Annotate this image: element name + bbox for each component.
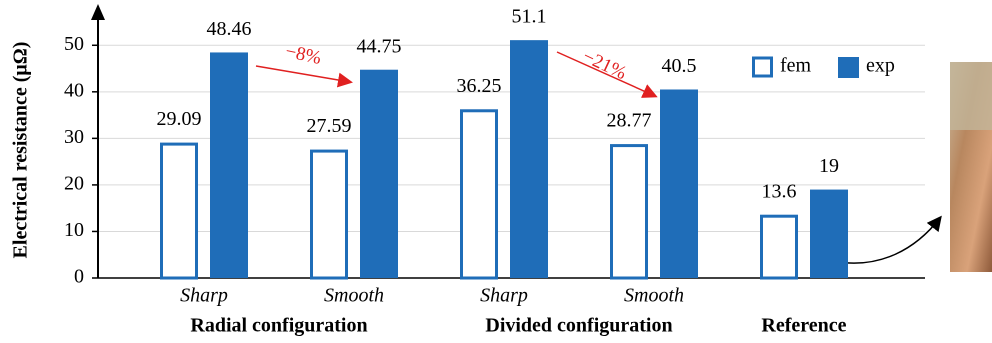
value-label: 44.75 [357,35,402,57]
x-tick-label: Smooth [324,285,384,307]
bar [312,151,347,278]
x-tick-label: Sharp [180,285,228,307]
y-axis-label: Electrical resistance (μΩ) [10,42,32,259]
legend-label: exp [866,55,895,77]
y-tick-label: 20 [64,173,84,195]
bar [360,70,398,278]
bar [210,52,248,278]
sample-photo-top [950,62,992,130]
y-tick-label: 10 [64,219,84,241]
group-label: Divided configuration [485,315,672,337]
value-label: 48.46 [207,18,252,40]
bar [612,146,647,278]
legend-swatch [838,57,859,78]
bar [660,89,698,278]
bar [510,40,548,278]
bar [462,111,497,278]
group-label: Reference [761,315,846,337]
value-label: 36.25 [457,75,502,97]
legend-swatch [754,58,772,76]
value-label: 19 [819,155,839,177]
x-tick-label: Sharp [480,285,528,307]
legend-label: fem [780,55,812,77]
annotation-arrow [256,66,350,82]
y-tick-label: 0 [74,266,84,288]
y-axis-arrow [91,4,105,20]
y-tick-label: 40 [64,79,84,101]
bar [162,144,197,278]
x-tick-label: Smooth [624,285,684,307]
value-label: 27.59 [307,115,352,137]
bar [762,216,797,278]
value-label: 29.09 [157,108,202,130]
y-tick-label: 50 [64,33,84,55]
group-label: Radial configuration [190,315,367,337]
value-label: 13.6 [762,180,797,202]
value-label: 40.5 [662,55,697,77]
y-tick-label: 30 [64,126,84,148]
value-label: 28.77 [607,110,652,132]
value-label: 51.1 [512,6,547,28]
chart: Electrical resistance (μΩ) 0 10 20 30 40 50 Sh… [0,0,992,343]
reference-arrow [838,218,940,263]
bar [810,190,848,278]
